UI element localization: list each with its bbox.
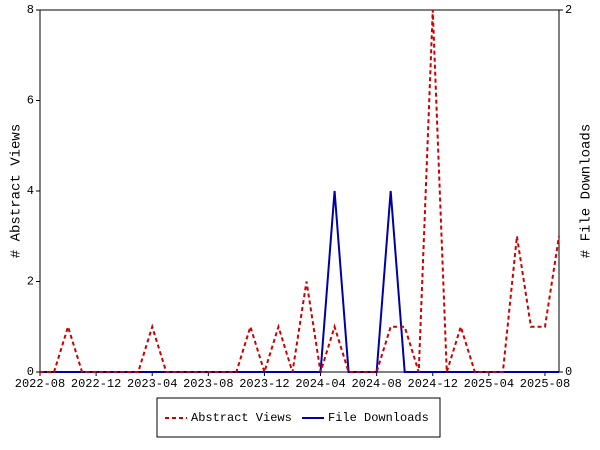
y-tick-label: 6 [27, 94, 34, 108]
y-tick-label: 0 [27, 365, 34, 379]
legend-box [156, 397, 441, 438]
x-tick-label: 2022-12 [71, 377, 121, 391]
y-tick-label: 8 [27, 3, 34, 17]
x-tick-label: 2022-08 [15, 377, 65, 391]
x-tick-label: 2025-04 [464, 377, 514, 391]
x-tick-label: 2025-08 [520, 377, 570, 391]
x-tick-label: 2023-04 [127, 377, 177, 391]
x-tick-label: 2023-12 [239, 377, 289, 391]
x-tick-label: 2024-08 [351, 377, 401, 391]
x-tick-label: 2024-04 [295, 377, 345, 391]
y-tick-label: 2 [27, 275, 34, 289]
y2-axis-label: # File Downloads [579, 124, 595, 258]
x-tick-label: 2024-12 [408, 377, 458, 391]
y2-tick-label: 0 [565, 365, 572, 379]
plot-frame [39, 9, 560, 373]
series-line [40, 190, 559, 373]
y2-tick-label: 2 [565, 3, 572, 17]
legend-label: File Downloads [328, 411, 429, 425]
x-tick-label: 2023-08 [183, 377, 233, 391]
y-axis-label: # Abstract Views [9, 124, 25, 258]
series-line [40, 9, 560, 376]
legend-label: Abstract Views [191, 411, 292, 425]
y-tick-label: 4 [27, 184, 34, 198]
